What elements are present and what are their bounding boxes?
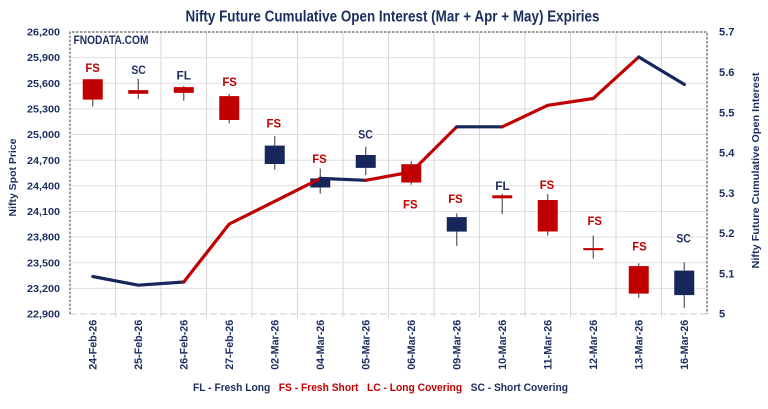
svg-text:13-Mar-26: 13-Mar-26 [634,320,646,370]
svg-text:FS: FS [267,117,282,131]
svg-text:SC: SC [358,128,373,142]
svg-text:FS: FS [312,152,327,166]
svg-text:Nifty Future Cumulative Open I: Nifty Future Cumulative Open Interest [750,72,762,269]
svg-text:FS: FS [85,61,100,75]
svg-text:25,600: 25,600 [27,79,60,90]
svg-text:25-Feb-26: 25-Feb-26 [133,320,145,370]
svg-text:09-Mar-26: 09-Mar-26 [452,320,464,370]
svg-text:12-Mar-26: 12-Mar-26 [588,320,600,370]
svg-text:26-Feb-26: 26-Feb-26 [179,320,191,370]
svg-text:26,200: 26,200 [27,28,60,39]
svg-text:Nifty Spot Price: Nifty Spot Price [7,138,19,216]
svg-text:SC: SC [131,63,146,77]
svg-text:23,200: 23,200 [27,284,60,295]
svg-text:5.7: 5.7 [719,27,735,39]
svg-text:22,900: 22,900 [27,310,60,321]
svg-text:5.4: 5.4 [719,148,735,160]
svg-text:24-Feb-26: 24-Feb-26 [88,320,100,370]
svg-text:5.3: 5.3 [719,188,735,200]
svg-text:27-Feb-26: 27-Feb-26 [224,320,236,370]
svg-text:5.2: 5.2 [719,228,735,240]
svg-text:5.6: 5.6 [719,67,735,79]
svg-text:24,100: 24,100 [27,207,60,218]
svg-text:25,300: 25,300 [27,105,60,116]
svg-text:FL: FL [177,68,192,82]
svg-text:05-Mar-26: 05-Mar-26 [361,320,373,370]
svg-text:23,800: 23,800 [27,233,60,244]
svg-text:23,500: 23,500 [27,258,60,269]
svg-text:04-Mar-26: 04-Mar-26 [315,320,327,370]
svg-text:02-Mar-26: 02-Mar-26 [270,320,282,370]
svg-text:FS: FS [222,75,237,89]
svg-text:FS: FS [448,192,463,206]
svg-text:FS: FS [403,198,418,212]
svg-text:FS: FS [587,214,602,228]
svg-text:06-Mar-26: 06-Mar-26 [406,320,418,370]
svg-text:25,900: 25,900 [27,53,60,64]
svg-text:10-Mar-26: 10-Mar-26 [497,320,509,370]
svg-text:11-Mar-26: 11-Mar-26 [543,320,555,370]
svg-text:SC: SC [676,231,691,245]
svg-text:FS: FS [540,178,555,192]
svg-text:24,400: 24,400 [27,181,60,192]
svg-text:FNODATA.COM: FNODATA.COM [74,35,149,47]
svg-text:FL: FL [495,179,510,193]
svg-text:FL - Fresh Long FS - Fresh S: FL - Fresh Long FS - Fresh Short LC - Lo… [193,382,568,394]
svg-text:25,000: 25,000 [27,130,60,141]
svg-text:Nifty Future Cumulative Open I: Nifty Future Cumulative Open Interest (M… [186,8,600,25]
svg-text:5: 5 [719,309,725,321]
svg-text:16-Mar-26: 16-Mar-26 [679,320,691,370]
svg-text:5.5: 5.5 [719,107,735,119]
svg-text:FS: FS [632,240,647,254]
svg-text:24,700: 24,700 [27,156,60,167]
svg-text:5.1: 5.1 [719,268,735,280]
